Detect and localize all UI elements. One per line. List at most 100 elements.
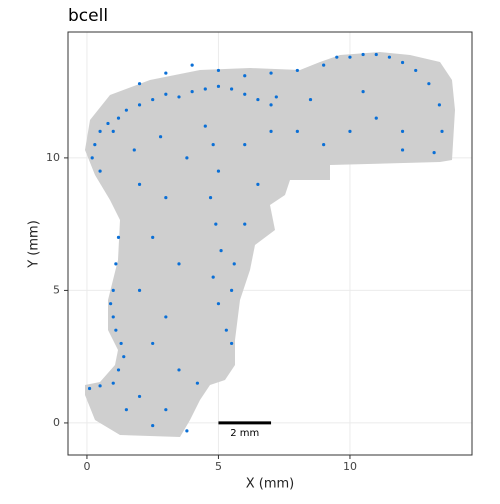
point	[190, 90, 194, 94]
point	[256, 182, 260, 186]
point	[243, 143, 247, 147]
point	[137, 288, 142, 293]
point	[195, 381, 200, 385]
point	[122, 355, 126, 359]
point	[414, 68, 418, 73]
point	[116, 368, 121, 372]
point	[216, 68, 221, 73]
point	[190, 63, 194, 67]
point	[208, 196, 213, 200]
point	[114, 262, 118, 266]
point	[87, 386, 92, 391]
point	[374, 52, 378, 57]
point	[348, 55, 352, 59]
point	[132, 148, 136, 152]
chart-title: bcell	[68, 6, 108, 26]
point	[137, 103, 142, 107]
point	[308, 97, 313, 102]
point	[164, 196, 168, 200]
point	[137, 394, 142, 399]
point	[374, 116, 378, 120]
point	[322, 63, 326, 67]
point	[387, 55, 392, 59]
point	[269, 103, 273, 107]
point	[137, 82, 142, 86]
point	[164, 315, 168, 319]
point	[256, 97, 260, 102]
point	[400, 129, 405, 133]
x-tick-label: 0	[83, 460, 90, 473]
point	[229, 341, 234, 346]
point	[295, 129, 299, 133]
point	[116, 235, 121, 240]
point	[98, 129, 102, 133]
point	[151, 97, 155, 102]
point	[106, 121, 110, 126]
point	[124, 408, 128, 412]
point	[151, 423, 155, 428]
point	[361, 90, 365, 94]
x-tick-label: 5	[215, 460, 222, 473]
point	[229, 288, 234, 293]
point	[211, 275, 215, 279]
point	[432, 150, 436, 155]
scale-bar-label: 2 mm	[230, 428, 259, 439]
point	[437, 103, 441, 107]
point	[93, 143, 97, 147]
point	[185, 156, 189, 160]
point	[295, 68, 299, 73]
point	[114, 328, 118, 332]
point	[164, 71, 168, 75]
point	[216, 169, 221, 173]
point	[151, 235, 155, 240]
point	[111, 315, 115, 319]
point	[232, 262, 236, 266]
point	[274, 95, 278, 99]
point	[269, 129, 273, 133]
point	[119, 341, 123, 346]
point	[427, 82, 431, 86]
y-tick-label: 5	[53, 283, 60, 296]
points	[87, 52, 444, 433]
point	[229, 87, 234, 91]
point	[90, 156, 94, 160]
y-axis-label: Y (mm)	[27, 220, 42, 269]
point	[335, 55, 339, 59]
point	[243, 92, 247, 96]
point	[185, 429, 189, 433]
point	[203, 124, 207, 128]
point	[111, 381, 115, 385]
point	[361, 52, 365, 57]
point	[214, 222, 218, 226]
point	[216, 302, 221, 306]
point	[177, 95, 181, 99]
x-axis-label: X (mm)	[246, 477, 295, 492]
y-tick-label: 10	[46, 151, 60, 164]
point	[164, 92, 168, 96]
point	[111, 288, 115, 293]
point	[116, 116, 121, 120]
point	[203, 87, 207, 91]
tissue-area	[85, 52, 455, 437]
point	[400, 148, 405, 152]
point	[440, 129, 444, 133]
point	[151, 341, 155, 346]
point	[348, 129, 352, 133]
point	[177, 368, 181, 372]
point	[322, 143, 326, 147]
point	[211, 143, 215, 147]
point	[164, 408, 168, 412]
point	[400, 60, 405, 65]
point	[124, 108, 128, 112]
point	[243, 222, 247, 226]
point	[177, 262, 181, 266]
y-tick-label: 0	[53, 416, 60, 429]
panel-border	[67, 31, 473, 456]
point	[137, 182, 142, 186]
point	[224, 328, 228, 332]
point	[216, 84, 221, 88]
point	[111, 129, 115, 133]
x-tick-label: 10	[343, 460, 357, 473]
point	[243, 74, 247, 78]
